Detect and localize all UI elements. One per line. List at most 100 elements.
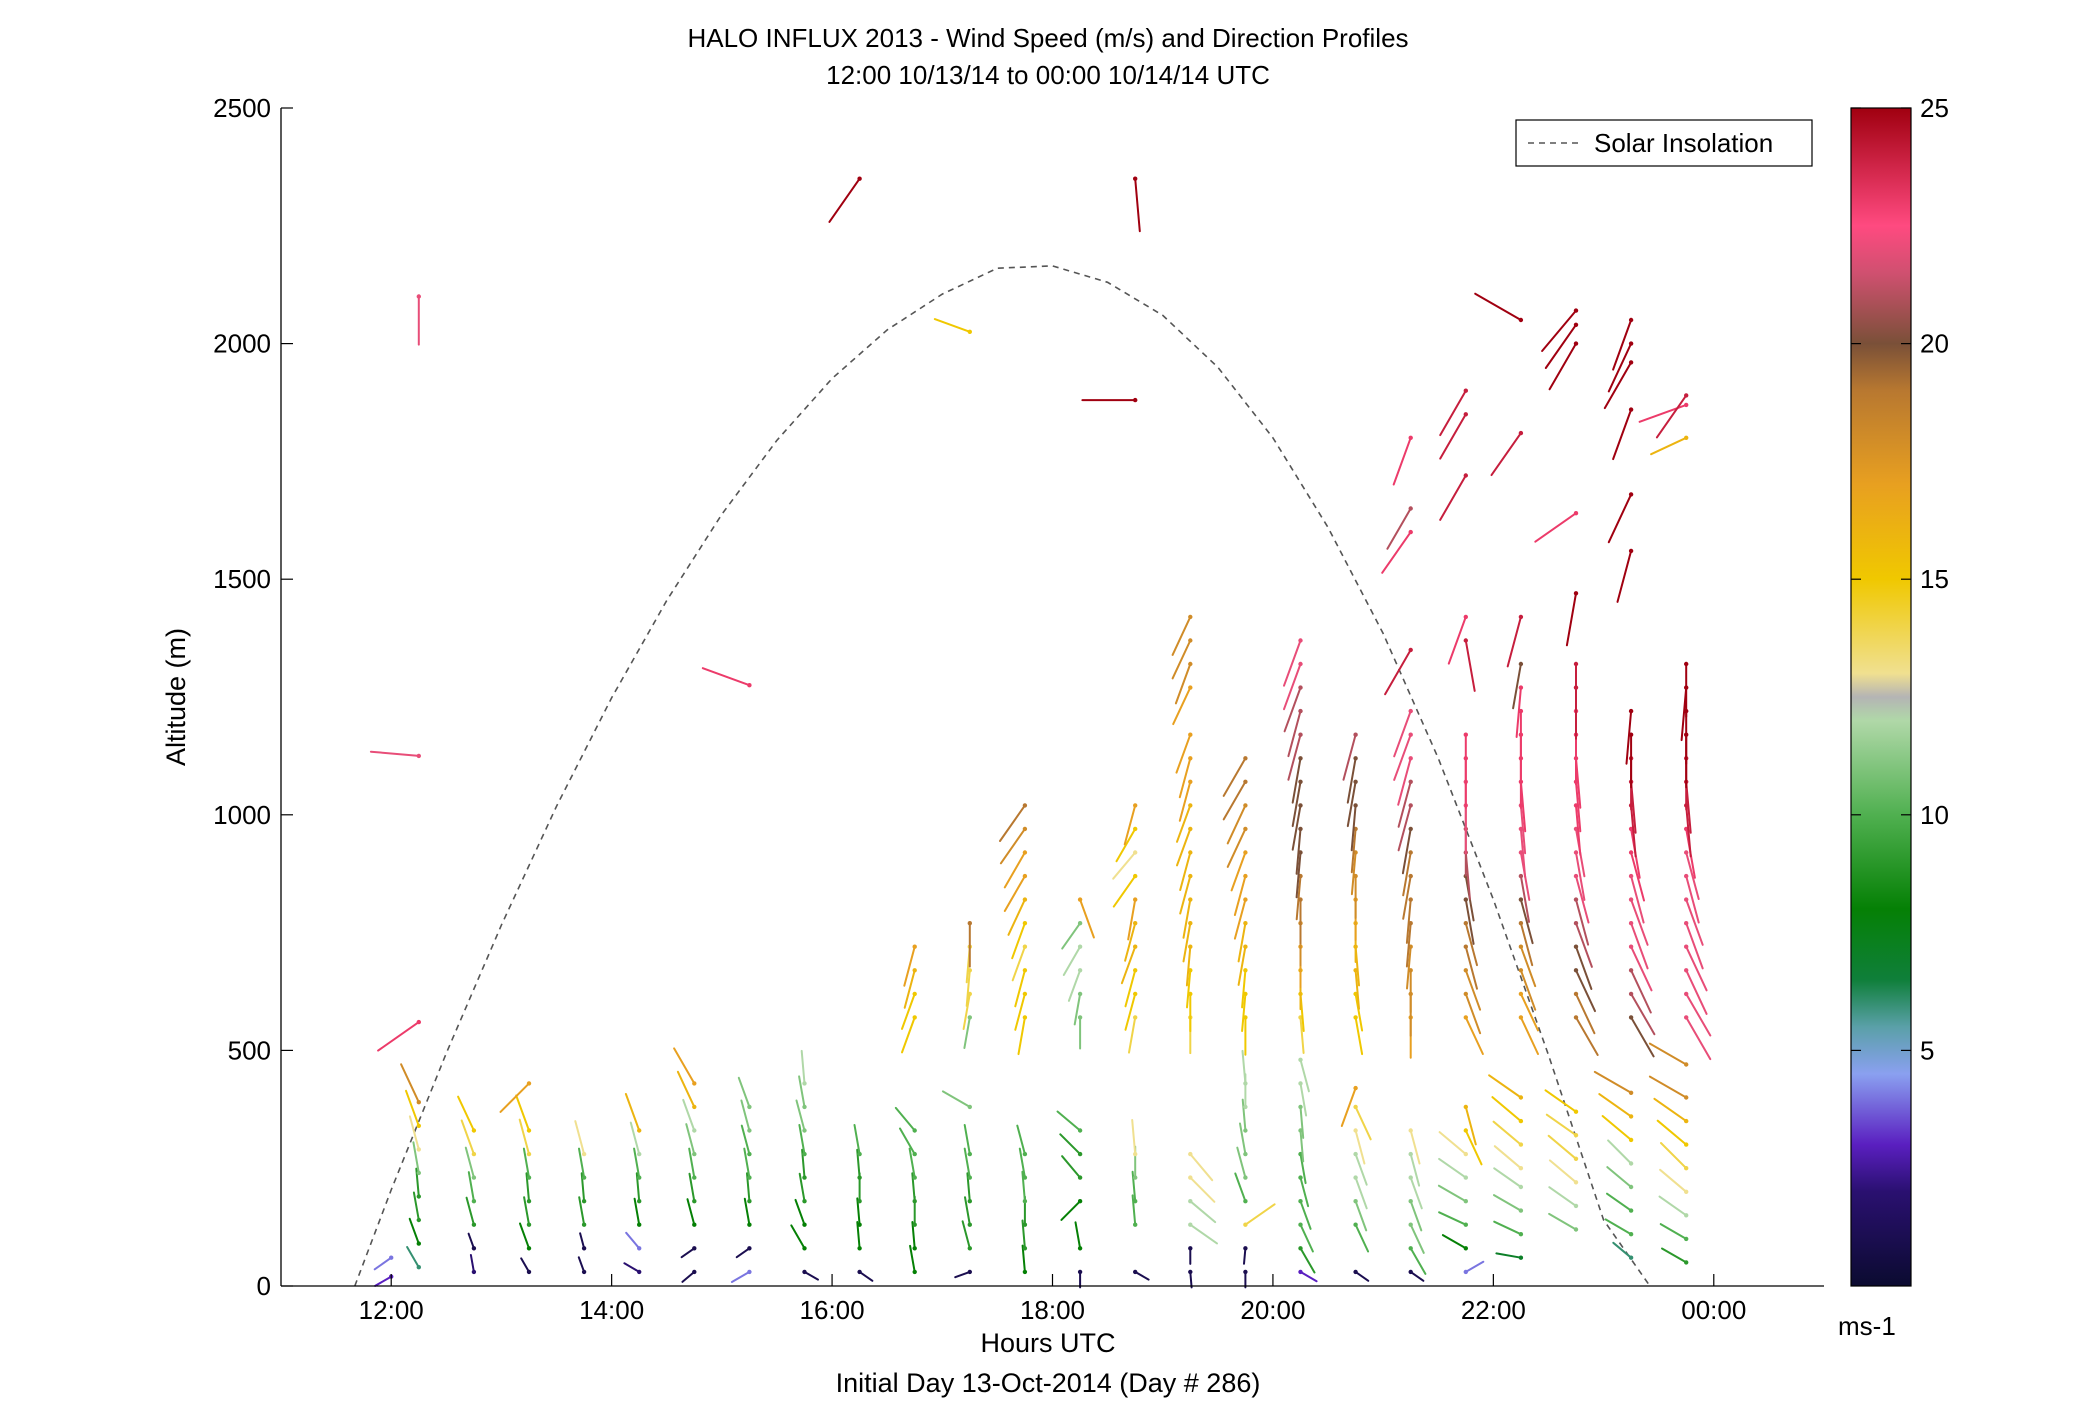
wind-vector bbox=[853, 1124, 861, 1156]
wind-vector-origin bbox=[1518, 921, 1524, 926]
wind-vector-origin bbox=[1518, 991, 1524, 997]
wind-vector-origin bbox=[1573, 591, 1579, 596]
wind-vector bbox=[737, 1076, 751, 1108]
wind-vector bbox=[1598, 1093, 1633, 1118]
wind-vector-origin bbox=[1077, 968, 1083, 973]
wind-vector bbox=[1575, 992, 1596, 1035]
wind-vector bbox=[1011, 922, 1026, 960]
wind-vector-origin bbox=[637, 1151, 642, 1157]
wind-vector-origin bbox=[526, 1175, 532, 1180]
wind-vector-origin bbox=[692, 1269, 697, 1275]
wind-vector bbox=[1606, 1166, 1633, 1188]
chart-title: HALO INFLUX 2013 - Wind Speed (m/s) and … bbox=[687, 23, 1408, 53]
wind-vector-origin bbox=[1518, 1095, 1524, 1100]
wind-vector bbox=[1607, 342, 1633, 393]
wind-vector bbox=[1447, 615, 1467, 665]
wind-vector bbox=[1174, 663, 1192, 705]
wind-vector-origin bbox=[1298, 1081, 1303, 1086]
wind-vector bbox=[1354, 1016, 1364, 1056]
wind-vector bbox=[803, 1270, 819, 1281]
wind-vector bbox=[1226, 804, 1247, 845]
wind-vector-origin bbox=[1133, 991, 1138, 997]
wind-vector-origin bbox=[1298, 1269, 1303, 1275]
wind-vector-origin bbox=[1298, 638, 1303, 643]
wind-vector-origin bbox=[1077, 1199, 1083, 1204]
wind-vector-origin bbox=[1408, 1222, 1413, 1227]
wind-vector-origin bbox=[416, 1194, 421, 1199]
wind-vector bbox=[1545, 1113, 1577, 1137]
wind-vector bbox=[1495, 1252, 1522, 1259]
wind-vector-origin bbox=[1077, 1269, 1083, 1275]
wind-vector bbox=[1354, 1270, 1370, 1282]
wind-vector-origin bbox=[581, 1175, 587, 1180]
wind-vector-origin bbox=[1298, 685, 1303, 690]
wind-vector bbox=[1021, 1170, 1026, 1203]
wind-vector-origin bbox=[1188, 638, 1193, 643]
wind-vector-origin bbox=[857, 1199, 862, 1204]
wind-vector bbox=[795, 1099, 806, 1132]
wind-vector-origin bbox=[1684, 944, 1689, 949]
wind-vector bbox=[1354, 1105, 1372, 1141]
wind-vector-origin bbox=[637, 1199, 642, 1204]
wind-vector bbox=[701, 667, 751, 687]
wind-vector-origin bbox=[471, 1128, 477, 1133]
wind-vector bbox=[1519, 945, 1537, 988]
wind-vector bbox=[1120, 945, 1137, 985]
wind-vector bbox=[1575, 851, 1586, 901]
wind-vector bbox=[909, 1244, 916, 1273]
wind-vector-origin bbox=[416, 1019, 421, 1025]
wind-vector-origin bbox=[747, 1175, 752, 1180]
wind-vector bbox=[1601, 1115, 1633, 1141]
wind-vector-origin bbox=[526, 1222, 532, 1227]
wind-vector-origin bbox=[1022, 921, 1028, 926]
wind-vector-origin bbox=[1188, 732, 1193, 737]
wind-vector bbox=[1346, 780, 1357, 828]
wind-vector bbox=[1650, 436, 1688, 456]
wind-vector-origin bbox=[1463, 638, 1469, 643]
wind-vector-origin bbox=[802, 1104, 807, 1110]
wind-vector bbox=[1060, 1200, 1082, 1221]
wind-vector-origin bbox=[526, 1081, 532, 1086]
wind-vector bbox=[1354, 1153, 1368, 1186]
wind-vector bbox=[1134, 177, 1141, 233]
wind-vector-origin bbox=[1628, 708, 1634, 714]
wind-vector-origin bbox=[967, 1015, 972, 1020]
wind-vector-origin bbox=[1353, 1085, 1358, 1091]
wind-vector bbox=[1464, 898, 1475, 945]
wind-vector bbox=[464, 1146, 475, 1179]
wind-vector-origin bbox=[1022, 1175, 1028, 1180]
wind-vector-origin bbox=[1298, 1104, 1303, 1110]
wind-vector-origin bbox=[857, 1269, 862, 1275]
wind-vector bbox=[1299, 1058, 1310, 1093]
wind-vector bbox=[1685, 898, 1704, 946]
wind-vector bbox=[1244, 1203, 1276, 1226]
wind-vector-origin bbox=[1408, 647, 1413, 653]
wind-vector bbox=[1243, 1247, 1247, 1265]
wind-vector-origin bbox=[1628, 1114, 1634, 1119]
wind-vector bbox=[1291, 780, 1302, 828]
wind-vector bbox=[1397, 780, 1412, 828]
wind-vector bbox=[1172, 686, 1192, 726]
wind-vector-origin bbox=[1408, 732, 1413, 737]
wind-vector bbox=[1630, 945, 1653, 992]
wind-vector bbox=[578, 1196, 586, 1226]
wind-vector bbox=[1493, 1145, 1522, 1170]
wind-vector bbox=[1011, 945, 1026, 982]
wind-vectors bbox=[369, 176, 1712, 1289]
wind-vector bbox=[1062, 945, 1082, 976]
wind-vector-origin bbox=[1463, 388, 1469, 393]
wind-vector bbox=[1295, 827, 1302, 875]
wind-vector bbox=[1402, 875, 1412, 920]
wind-vector-origin bbox=[1463, 1128, 1469, 1133]
wind-vector-origin bbox=[1188, 1151, 1193, 1157]
wind-vector-origin bbox=[1243, 873, 1248, 879]
wind-vector-origin bbox=[416, 1265, 421, 1270]
wind-vector bbox=[465, 1196, 475, 1226]
wind-vector-origin bbox=[1188, 1269, 1193, 1275]
wind-vector-origin bbox=[1353, 1269, 1358, 1275]
wind-vector-origin bbox=[1243, 944, 1248, 949]
wind-vector bbox=[954, 1270, 971, 1279]
wind-vector-origin bbox=[692, 1128, 697, 1133]
wind-vector-origin bbox=[802, 1199, 807, 1204]
wind-vector bbox=[1189, 1200, 1217, 1224]
